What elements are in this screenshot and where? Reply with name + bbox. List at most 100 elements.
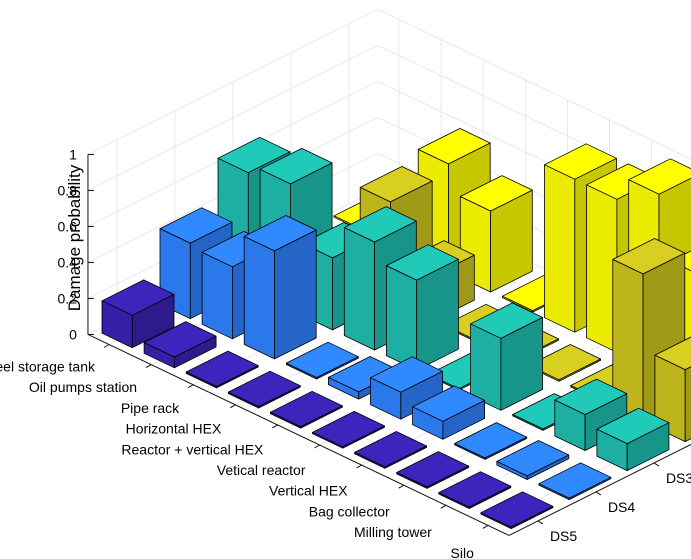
back-wall-gridline — [377, 9, 691, 160]
bar — [143, 321, 217, 369]
bar-top-face — [417, 128, 491, 165]
bar-top-face — [227, 370, 301, 407]
category-axis-tick — [187, 384, 194, 389]
bar — [269, 390, 343, 429]
z-tick-label: 1 — [69, 146, 77, 162]
category-tick-label: Oil pumps station — [29, 379, 137, 395]
category-tick-label: Steel storage tank — [0, 359, 96, 375]
bar — [454, 422, 528, 460]
bar-top-face — [370, 356, 443, 393]
bar-top-face — [385, 244, 459, 281]
bar-top-face — [396, 451, 470, 488]
bar-top-face — [470, 302, 543, 339]
bar — [285, 341, 359, 380]
category-axis-tick — [356, 464, 362, 469]
bar — [312, 410, 385, 449]
series-axis-tick — [653, 462, 660, 467]
bar-top-face — [496, 440, 570, 477]
category-axis-tick — [272, 424, 278, 429]
series-axis-tick — [595, 491, 602, 496]
series-tick-label: DS3 — [666, 470, 691, 486]
bar-top-face — [312, 410, 385, 448]
category-axis-tick — [398, 484, 404, 489]
bar-top-face — [459, 175, 533, 212]
bar-front-face — [544, 164, 576, 333]
category-axis-tick — [230, 404, 236, 409]
category-tick-label: Bag collector — [309, 503, 390, 519]
z-tick-label: 0.4 — [57, 254, 77, 270]
category-tick-label: Reactor + vertical HEX — [121, 441, 264, 457]
bar-top-face — [159, 207, 233, 244]
series-tick-label: DS4 — [608, 499, 635, 515]
bars — [101, 128, 691, 529]
bar — [554, 378, 628, 451]
bar-top-face — [528, 344, 601, 381]
bar-front-face — [201, 251, 233, 340]
bar — [385, 244, 459, 371]
bar-top-face — [143, 321, 217, 358]
bar-front-face — [343, 227, 376, 351]
bar-top-face — [343, 206, 417, 243]
bar — [438, 471, 512, 509]
category-axis-tick — [103, 344, 110, 348]
bar — [470, 302, 543, 411]
bar — [412, 385, 486, 440]
bar-side-face — [684, 366, 691, 443]
bar — [596, 407, 670, 472]
bar-top-face — [185, 350, 259, 387]
bar-top-face — [554, 378, 628, 415]
bar-top-face — [359, 166, 433, 203]
bar-top-face — [612, 238, 686, 275]
category-axis-line — [87, 333, 510, 536]
bar-front-face — [243, 235, 275, 360]
bar — [101, 279, 175, 349]
bar — [354, 431, 428, 469]
z-tick-label: 0.6 — [57, 218, 77, 234]
category-tick-label: Vetical reactor — [217, 462, 306, 478]
series-tick-label: DS5 — [550, 528, 577, 544]
bar-top-face — [480, 491, 554, 528]
bar-top-face — [454, 422, 528, 459]
bar-top-face — [628, 158, 691, 195]
category-axis-tick — [440, 504, 447, 509]
category-axis-tick — [314, 444, 320, 449]
bar-top-face — [596, 407, 670, 445]
axes — [87, 153, 691, 536]
z-tick-label: 0.2 — [57, 290, 77, 306]
bar-top-face — [101, 279, 175, 316]
bar-top-face — [354, 431, 428, 468]
bar — [480, 491, 554, 529]
bar-front-face — [385, 265, 418, 371]
labels: Damage probability 0 0.2 0.4 0.6 0.8 1 Steel s… — [0, 146, 691, 559]
category-tick-label: Pipe rack — [121, 400, 180, 416]
category-axis-tick — [482, 524, 489, 529]
bar — [496, 440, 570, 480]
bar — [243, 215, 317, 360]
series-axis-tick — [537, 520, 544, 525]
bar-top-face — [538, 462, 612, 499]
bar-top-face — [654, 336, 691, 371]
bar — [396, 451, 470, 489]
bar — [227, 370, 301, 409]
bar — [185, 350, 259, 389]
bar-top-face — [243, 215, 317, 252]
z-axis-label: Damage probability — [65, 164, 84, 311]
bar-front-face — [586, 184, 618, 353]
category-tick-label: Horizontal HEX — [126, 421, 222, 437]
bar-top-face — [544, 143, 617, 180]
z-tick-label: 0.8 — [57, 182, 77, 198]
bar-top-face — [285, 341, 359, 378]
bar — [370, 356, 443, 420]
bar-top-face — [438, 471, 512, 508]
bar-top-face — [412, 385, 486, 422]
category-tick-label: Silo — [451, 545, 475, 559]
category-axis-tick — [145, 364, 152, 369]
category-tick-label: Milling tower — [354, 524, 432, 540]
z-tick-label: 0 — [69, 326, 77, 342]
bar-top-face — [259, 147, 333, 185]
bar — [538, 462, 612, 501]
bar-top-face — [217, 136, 291, 174]
bar-top-face — [269, 390, 343, 428]
bar-side-face — [274, 229, 317, 360]
